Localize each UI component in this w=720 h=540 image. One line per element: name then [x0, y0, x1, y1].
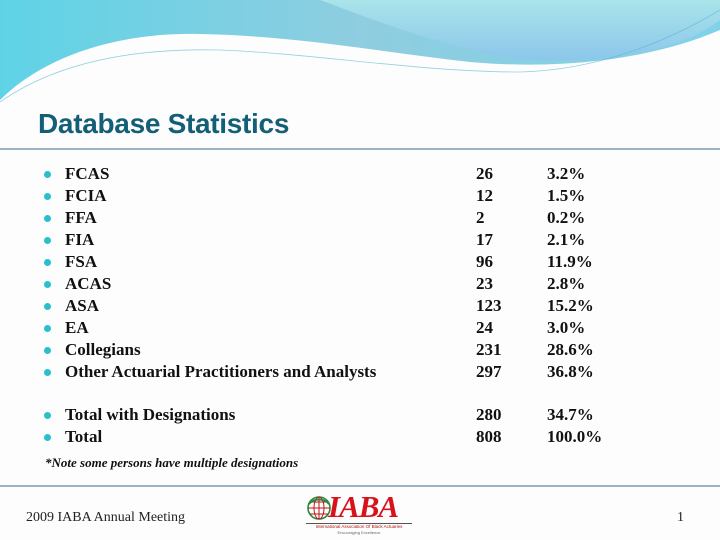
bullet-icon	[44, 325, 51, 332]
row-count: 12	[476, 186, 493, 205]
row-count: 231	[476, 340, 502, 359]
row-count: 297	[476, 362, 502, 381]
row-label: FFA	[65, 208, 97, 227]
bullet-icon	[44, 369, 51, 376]
row-label: Other Actuarial Practitioners and Analys…	[65, 362, 377, 381]
list-item: FCIA 12 1.5%	[44, 185, 646, 207]
iaba-logo: IABA International Association Of Black …	[302, 489, 414, 537]
list-item: ASA 123 15.2%	[44, 295, 646, 317]
row-percent: 15.2%	[547, 296, 594, 315]
row-percent: 3.0%	[547, 318, 586, 337]
row-percent: 36.8%	[547, 362, 594, 381]
row-count: 26	[476, 164, 493, 183]
footer-divider	[0, 485, 720, 487]
row-percent: 3.2%	[547, 164, 586, 183]
row-count: 17	[476, 230, 493, 249]
page-title: Database Statistics	[38, 108, 290, 139]
row-label: Collegians	[65, 340, 141, 359]
row-count: 96	[476, 252, 493, 271]
list-item: FFA 2 0.2%	[44, 207, 646, 229]
row-label: FCAS	[65, 164, 110, 183]
logo-subtitle: International Association Of Black Actua…	[306, 523, 412, 529]
header-wave-decoration	[0, 0, 720, 103]
bullet-icon	[44, 347, 51, 354]
row-label: FSA	[65, 252, 98, 271]
row-label: Total	[65, 427, 103, 446]
row-count: 24	[476, 318, 493, 337]
list-item: EA 24 3.0%	[44, 317, 646, 339]
row-label: Total with Designations	[65, 405, 236, 424]
bullet-icon	[44, 193, 51, 200]
list-item-total-designations: Total with Designations 280 34.7%	[44, 404, 646, 426]
title-divider	[0, 148, 720, 150]
bullet-icon	[44, 259, 51, 266]
bullet-icon	[44, 237, 51, 244]
row-label: EA	[65, 318, 89, 337]
row-count: 123	[476, 296, 502, 315]
bullet-icon	[44, 215, 51, 222]
row-count: 23	[476, 274, 493, 293]
row-percent: 28.6%	[547, 340, 594, 359]
footnote: *Note some persons have multiple designa…	[45, 455, 299, 470]
row-percent: 100.0%	[547, 427, 603, 446]
row-percent: 34.7%	[547, 405, 594, 424]
list-item: Other Actuarial Practitioners and Analys…	[44, 361, 646, 383]
list-item-total: Total 808 100.0%	[44, 426, 646, 448]
list-item: FIA 17 2.1%	[44, 229, 646, 251]
bullet-icon	[44, 303, 51, 310]
row-label: ACAS	[65, 274, 112, 293]
logo-tagline: Encouraging Excellence	[337, 530, 381, 535]
row-label: ASA	[65, 296, 100, 315]
statistics-list: FCAS 26 3.2% FCIA 12 1.5% FFA 2 0.2% FIA 17 2.1%…	[44, 163, 646, 448]
bullet-icon	[44, 434, 51, 441]
row-percent: 2.8%	[547, 274, 586, 293]
list-item: FCAS 26 3.2%	[44, 163, 646, 185]
list-item: Collegians 231 28.6%	[44, 339, 646, 361]
footer-meeting-label: 2009 IABA Annual Meeting	[26, 510, 186, 525]
row-percent: 1.5%	[547, 186, 586, 205]
list-item: ACAS 23 2.8%	[44, 273, 646, 295]
globe-icon	[307, 496, 331, 520]
row-count: 2	[476, 208, 485, 227]
row-percent: 11.9%	[547, 252, 593, 271]
row-count: 808	[476, 427, 502, 446]
row-percent: 2.1%	[547, 230, 586, 249]
list-item: FSA 96 11.9%	[44, 251, 646, 273]
page-number: 1	[677, 510, 684, 525]
row-percent: 0.2%	[547, 208, 586, 227]
bullet-icon	[44, 171, 51, 178]
row-label: FCIA	[65, 186, 107, 205]
bullet-icon	[44, 281, 51, 288]
logo-wordmark: IABA	[328, 489, 399, 524]
row-count: 280	[476, 405, 502, 424]
row-label: FIA	[65, 230, 95, 249]
bullet-icon	[44, 412, 51, 419]
